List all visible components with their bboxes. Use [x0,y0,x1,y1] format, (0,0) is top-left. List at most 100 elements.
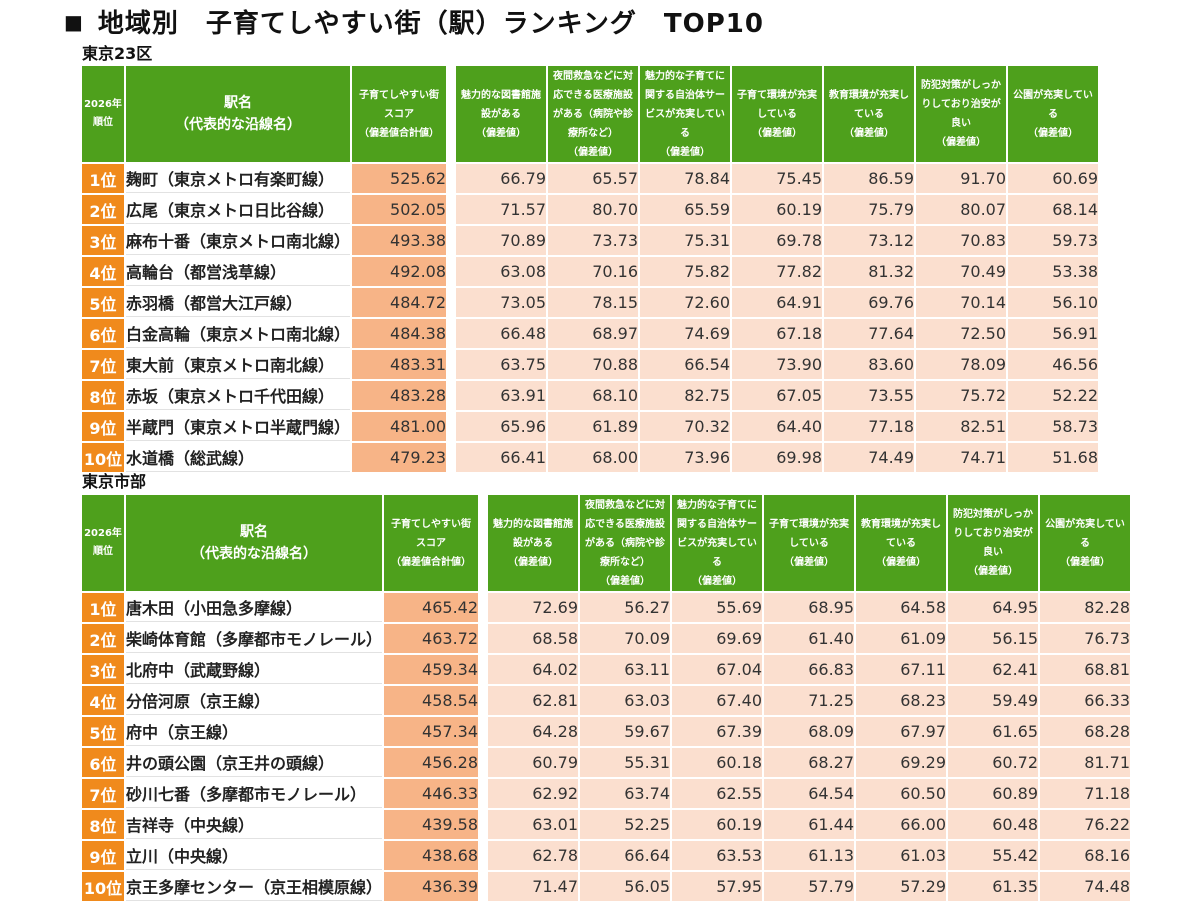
header-station: 駅名 （代表的な沿線名） [126,495,383,591]
score-cell: 52.25 [580,810,671,839]
score-cell: 55.69 [672,593,763,622]
score-cell: 75.31 [640,226,731,255]
score-cell: 66.41 [456,443,547,472]
column-gap [448,195,454,224]
score-cell: 66.64 [580,841,671,870]
score-cell: 62.41 [948,655,1039,684]
score-cell: 66.79 [456,164,547,193]
score-cell: 70.32 [640,412,731,441]
score-cell: 64.40 [732,412,823,441]
header-station: 駅名 （代表的な沿線名） [126,66,351,162]
rank-badge: 6位 [82,748,124,777]
score-cell: 67.04 [672,655,763,684]
header-parks: 公園が充実してい る （偏差値） [1008,66,1099,162]
score-cell: 68.00 [548,443,639,472]
score-cell: 68.23 [856,686,947,715]
column-gap [448,257,454,286]
page-title-text: 地域別 子育てしやすい街（駅）ランキング TOP10 [97,9,764,39]
score-cell: 55.42 [948,841,1039,870]
score-cell: 69.98 [732,443,823,472]
score-cell: 70.16 [548,257,639,286]
score-cell: 68.09 [764,717,855,746]
score-cell: 63.53 [672,841,763,870]
score-cell: 67.39 [672,717,763,746]
score-cell: 61.35 [948,872,1039,901]
score-cell: 81.71 [1040,748,1131,777]
score-cell: 63.75 [456,350,547,379]
score-cell: 82.28 [1040,593,1131,622]
score-cell: 71.18 [1040,779,1131,808]
score-cell: 68.14 [1008,195,1099,224]
header-rank: 2026年 順位 [82,66,124,162]
station-name: 広尾（東京メトロ日比谷線） [126,195,351,224]
score-cell: 64.95 [948,593,1039,622]
score-cell: 73.05 [456,288,547,317]
score-cell: 67.11 [856,655,947,684]
score-cell: 74.71 [916,443,1007,472]
rank-badge: 10位 [82,872,124,901]
score-cell: 70.83 [916,226,1007,255]
score-cell: 60.89 [948,779,1039,808]
total-score-cell: 484.38 [352,319,447,348]
table-row: 7位 東大前（東京メトロ南北線） 483.31 63.75 70.88 66.54 73.9… [82,350,1099,379]
score-cell: 57.79 [764,872,855,901]
total-score-cell: 456.28 [384,748,479,777]
score-cell: 60.19 [672,810,763,839]
score-cell: 71.47 [488,872,579,901]
ranking-table-23ku: 2026年 順位 駅名 （代表的な沿線名） 子育てしやすい街 スコア （偏差値合… [80,64,1100,474]
rank-badge: 4位 [82,257,124,286]
score-cell: 77.64 [824,319,915,348]
rank-badge: 8位 [82,381,124,410]
score-cell: 78.15 [548,288,639,317]
score-cell: 73.12 [824,226,915,255]
title-marker-icon: ■ [64,10,84,34]
score-cell: 57.29 [856,872,947,901]
header-education-env: 教育環境が充実し ている （偏差値） [856,495,947,591]
total-score-cell: 465.42 [384,593,479,622]
table-row: 8位 吉祥寺（中央線） 439.58 63.01 52.25 60.19 61.44 66.0… [82,810,1131,839]
rank-badge: 3位 [82,226,124,255]
score-cell: 63.01 [488,810,579,839]
column-gap [480,686,486,715]
station-name: 柴崎体育館（多摩都市モノレール） [126,624,383,653]
station-name: 唐木田（小田急多摩線） [126,593,383,622]
score-cell: 74.49 [824,443,915,472]
score-cell: 51.68 [1008,443,1099,472]
header-parks: 公園が充実してい る （偏差値） [1040,495,1131,591]
table-row: 1位 唐木田（小田急多摩線） 465.42 72.69 56.27 55.69 68.95 6… [82,593,1131,622]
score-cell: 67.97 [856,717,947,746]
total-score-cell: 438.68 [384,841,479,870]
score-cell: 67.05 [732,381,823,410]
score-cell: 86.59 [824,164,915,193]
table-row: 9位 半蔵門（東京メトロ半蔵門線） 481.00 65.96 61.89 70.32 64.… [82,412,1099,441]
score-cell: 69.78 [732,226,823,255]
header-municipal-services: 魅力的な子育てに 関する自治体サー ビスが充実してい る （偏差値） [672,495,763,591]
score-cell: 68.27 [764,748,855,777]
header-total-score: 子育てしやすい街 スコア （偏差値合計値） [384,495,479,591]
station-name: 分倍河原（京王線） [126,686,383,715]
column-gap [480,841,486,870]
column-gap [448,226,454,255]
station-name: 北府中（武蔵野線） [126,655,383,684]
station-name: 麻布十番（東京メトロ南北線） [126,226,351,255]
score-cell: 59.67 [580,717,671,746]
table-row: 3位 北府中（武蔵野線） 459.34 64.02 63.11 67.04 66.83 67.… [82,655,1131,684]
table-row: 2位 柴崎体育館（多摩都市モノレール） 463.72 68.58 70.09 69.69 6… [82,624,1131,653]
station-name: 白金高輪（東京メトロ南北線） [126,319,351,348]
column-gap [480,655,486,684]
station-name: 水道橋（総武線） [126,443,351,472]
score-cell: 60.48 [948,810,1039,839]
score-cell: 68.10 [548,381,639,410]
score-cell: 74.69 [640,319,731,348]
score-cell: 73.96 [640,443,731,472]
rank-badge: 9位 [82,841,124,870]
header-gap [480,495,486,591]
score-cell: 77.82 [732,257,823,286]
score-cell: 63.08 [456,257,547,286]
score-cell: 59.49 [948,686,1039,715]
total-score-cell: 439.58 [384,810,479,839]
score-cell: 55.31 [580,748,671,777]
total-score-cell: 479.23 [352,443,447,472]
score-cell: 66.00 [856,810,947,839]
score-cell: 69.76 [824,288,915,317]
